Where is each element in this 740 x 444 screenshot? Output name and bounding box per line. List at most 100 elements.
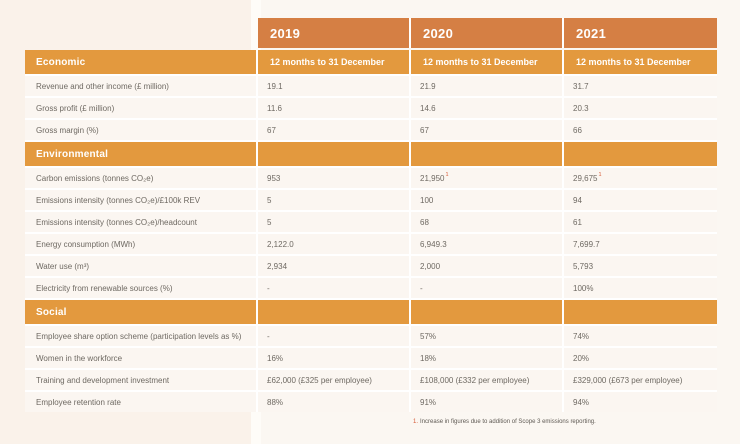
year-header-2021: 2021 <box>564 18 717 48</box>
value-energy-consumption-mwh-2019: 2,122.0 <box>258 234 409 254</box>
value-women-in-the-workforce-2021: 20% <box>564 348 717 368</box>
section-header-spacer <box>411 142 562 166</box>
value-gross-margin-2020: 67 <box>411 120 562 140</box>
cell-value: 94% <box>573 397 590 407</box>
value-water-use-m-2021: 5,793 <box>564 256 717 276</box>
value-gross-profit-million-2021: 20.3 <box>564 98 717 118</box>
value-water-use-m-2019: 2,934 <box>258 256 409 276</box>
section-header-spacer <box>564 300 717 324</box>
section-header-environmental: Environmental <box>25 142 256 166</box>
cell-value: 11.6 <box>267 103 282 113</box>
row-label-energy-consumption-mwh: Energy consumption (MWh) <box>25 234 256 254</box>
cell-value: 29,675 <box>573 173 598 183</box>
section-header-spacer <box>258 300 409 324</box>
value-electricity-from-renewable-sources-2020: - <box>411 278 562 298</box>
row-label-employee-share-option-scheme-participati: Employee share option scheme (participat… <box>25 326 256 346</box>
period-header-2019: 12 months to 31 December <box>258 50 409 74</box>
cell-value: £62,000 (£325 per employee) <box>267 375 372 385</box>
row-label-emissions-intensity-tonnes-co-e-headcoun: Emissions intensity (tonnes CO₂e)/headco… <box>25 212 256 232</box>
cell-value: 14.6 <box>420 103 436 113</box>
row-label-gross-margin: Gross margin (%) <box>25 120 256 140</box>
cell-value: 7,699.7 <box>573 239 600 249</box>
section-header-economic: Economic <box>25 50 256 74</box>
year-header-2019: 2019 <box>258 18 409 48</box>
cell-value: 91% <box>420 397 437 407</box>
cell-value: - <box>267 331 270 341</box>
footnote-text: Increase in figures due to addition of S… <box>420 419 596 425</box>
value-energy-consumption-mwh-2020: 6,949.3 <box>411 234 562 254</box>
cell-value: 20.3 <box>573 103 589 113</box>
cell-value: 67 <box>267 125 276 135</box>
row-label-emissions-intensity-tonnes-co-e-100k-rev: Emissions intensity (tonnes CO₂e)/£100k … <box>25 190 256 210</box>
cell-value: 6,949.3 <box>420 239 447 249</box>
year-header-row: 2019 2020 2021 <box>258 18 717 48</box>
section-header-spacer <box>411 300 562 324</box>
section-header-spacer <box>258 142 409 166</box>
cell-value: 74% <box>573 331 590 341</box>
cell-value: 19.1 <box>267 81 283 91</box>
section-header-social: Social <box>25 300 256 324</box>
value-electricity-from-renewable-sources-2021: 100% <box>564 278 717 298</box>
cell-value: £108,000 (£332 per employee) <box>420 375 530 385</box>
value-gross-profit-million-2019: 11.6 <box>258 98 409 118</box>
cell-value: 21,950 <box>420 173 445 183</box>
cell-value: 18% <box>420 353 437 363</box>
footnote: 1. Increase in figures due to addition of… <box>413 419 596 425</box>
value-emissions-intensity-tonnes-co-e-100k-rev-2020: 100 <box>411 190 562 210</box>
kpi-table: Economic 12 months to 31 December 12 month… <box>25 50 717 412</box>
cell-value: 953 <box>267 173 281 183</box>
value-emissions-intensity-tonnes-co-e-headcoun-2019: 5 <box>258 212 409 232</box>
year-header-2020: 2020 <box>411 18 562 48</box>
cell-value: 57% <box>420 331 437 341</box>
value-carbon-emissions-tonnes-co-e-2019: 953 <box>258 168 409 188</box>
value-employee-share-option-scheme-participati-2020: 57% <box>411 326 562 346</box>
value-employee-share-option-scheme-participati-2021: 74% <box>564 326 717 346</box>
footnote-reference: 1 <box>598 172 602 178</box>
footnote-reference: 1 <box>445 172 449 178</box>
value-revenue-and-other-income-million-2021: 31.7 <box>564 76 717 96</box>
value-employee-retention-rate-2021: 94% <box>564 392 717 412</box>
row-label-electricity-from-renewable-sources: Electricity from renewable sources (%) <box>25 278 256 298</box>
cell-value: 88% <box>267 397 284 407</box>
cell-value: 94 <box>573 195 582 205</box>
row-label-training-and-development-investment: Training and development investment <box>25 370 256 390</box>
value-emissions-intensity-tonnes-co-e-100k-rev-2021: 94 <box>564 190 717 210</box>
value-revenue-and-other-income-million-2020: 21.9 <box>411 76 562 96</box>
cell-value: 20% <box>573 353 590 363</box>
cell-value: 5,793 <box>573 261 594 271</box>
row-label-revenue-and-other-income-million: Revenue and other income (£ million) <box>25 76 256 96</box>
value-gross-margin-2019: 67 <box>258 120 409 140</box>
cell-value: £329,000 (£673 per employee) <box>573 375 683 385</box>
value-emissions-intensity-tonnes-co-e-headcoun-2021: 61 <box>564 212 717 232</box>
value-employee-share-option-scheme-participati-2019: - <box>258 326 409 346</box>
row-label-water-use-m: Water use (m³) <box>25 256 256 276</box>
footnote-marker: 1. <box>413 419 419 425</box>
row-label-carbon-emissions-tonnes-co-e: Carbon emissions (tonnes CO₂e) <box>25 168 256 188</box>
value-carbon-emissions-tonnes-co-e-2021: 29,675 1 <box>564 168 717 188</box>
cell-value: 66 <box>573 125 582 135</box>
cell-value: 100 <box>420 195 434 205</box>
value-gross-margin-2021: 66 <box>564 120 717 140</box>
cell-value: 21.9 <box>420 81 436 91</box>
value-training-and-development-investment-2020: £108,000 (£332 per employee) <box>411 370 562 390</box>
cell-value: 67 <box>420 125 429 135</box>
cell-value: - <box>420 283 423 293</box>
row-label-employee-retention-rate: Employee retention rate <box>25 392 256 412</box>
cell-value: 61 <box>573 217 582 227</box>
value-energy-consumption-mwh-2021: 7,699.7 <box>564 234 717 254</box>
value-employee-retention-rate-2019: 88% <box>258 392 409 412</box>
value-electricity-from-renewable-sources-2019: - <box>258 278 409 298</box>
cell-value: 2,000 <box>420 261 441 271</box>
cell-value: 16% <box>267 353 284 363</box>
value-emissions-intensity-tonnes-co-e-headcoun-2020: 68 <box>411 212 562 232</box>
period-header-2020: 12 months to 31 December <box>411 50 562 74</box>
section-header-spacer <box>564 142 717 166</box>
cell-value: 5 <box>267 217 272 227</box>
cell-value: 2,122.0 <box>267 239 294 249</box>
period-header-2021: 12 months to 31 December <box>564 50 717 74</box>
value-emissions-intensity-tonnes-co-e-100k-rev-2019: 5 <box>258 190 409 210</box>
cell-value: 2,934 <box>267 261 288 271</box>
value-training-and-development-investment-2021: £329,000 (£673 per employee) <box>564 370 717 390</box>
value-training-and-development-investment-2019: £62,000 (£325 per employee) <box>258 370 409 390</box>
cell-value: 31.7 <box>573 81 589 91</box>
